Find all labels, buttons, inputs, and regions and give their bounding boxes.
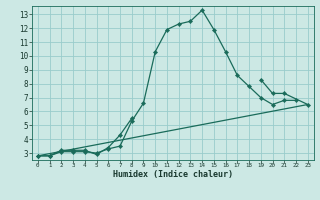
X-axis label: Humidex (Indice chaleur): Humidex (Indice chaleur) bbox=[113, 170, 233, 179]
